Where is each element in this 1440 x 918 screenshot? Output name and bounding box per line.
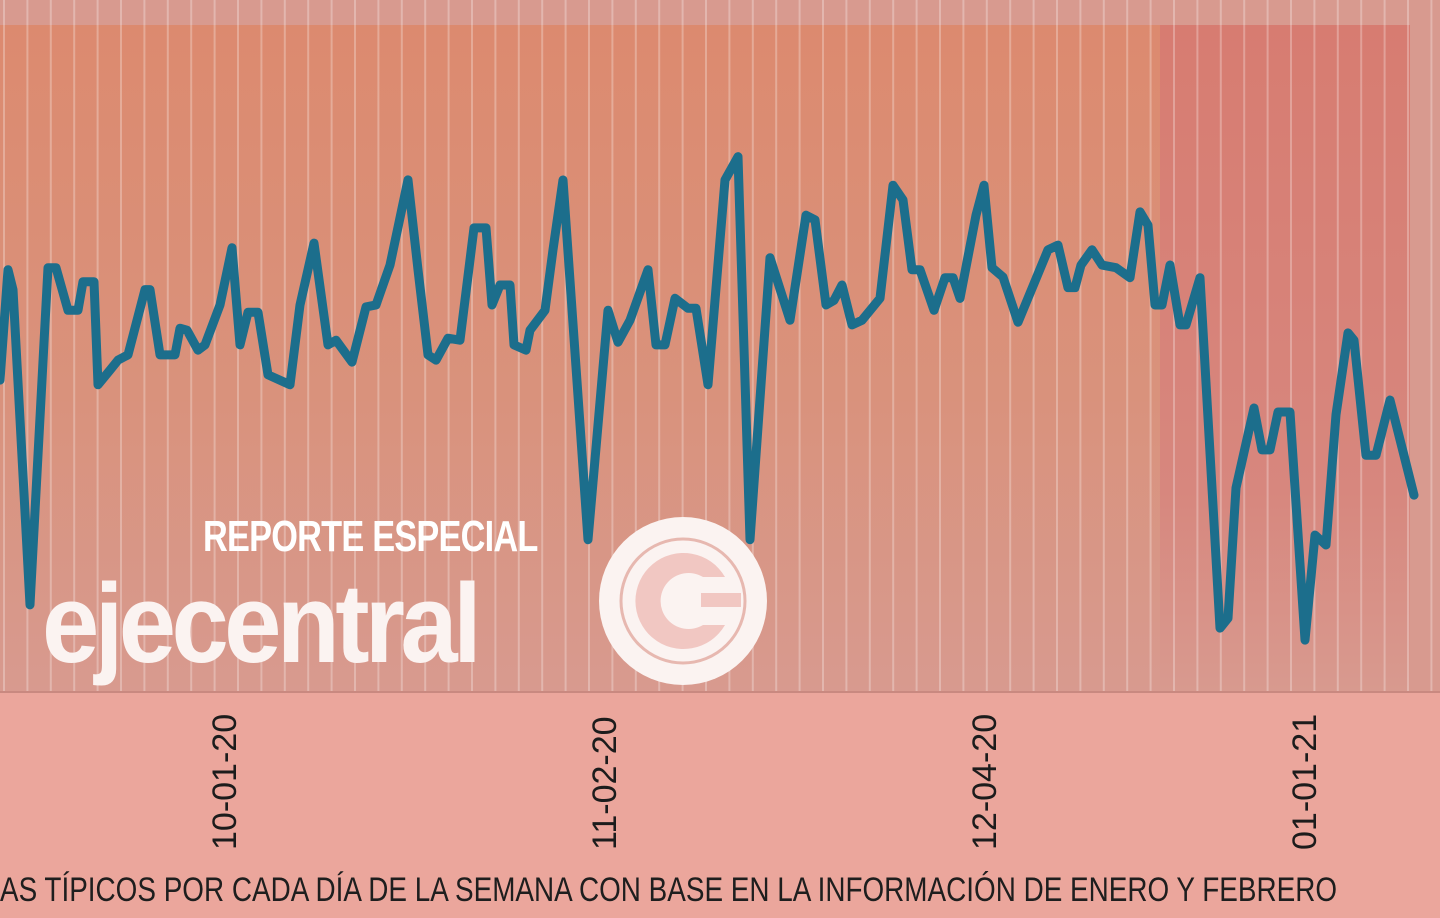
- x-tick-label: 01-01-21: [1286, 713, 1324, 850]
- x-tick-label: 10-01-20: [206, 713, 244, 850]
- watermark-brand: ejecentral: [42, 561, 482, 686]
- series-line: [0, 152, 1419, 645]
- x-tick-label: 11-02-20: [586, 716, 624, 850]
- x-axis-line: [0, 691, 1440, 693]
- watermark-subtitle: REPORTE ESPECIAL: [203, 512, 538, 561]
- brand-logo-icon: [599, 517, 767, 685]
- x-tick-label: 12-04-20: [966, 713, 1004, 850]
- line-chart: [0, 0, 1433, 691]
- chart-caption: AS TÍPICOS POR CADA DÍA DE LA SEMANA CON…: [0, 871, 1338, 909]
- series-group: [0, 152, 1419, 645]
